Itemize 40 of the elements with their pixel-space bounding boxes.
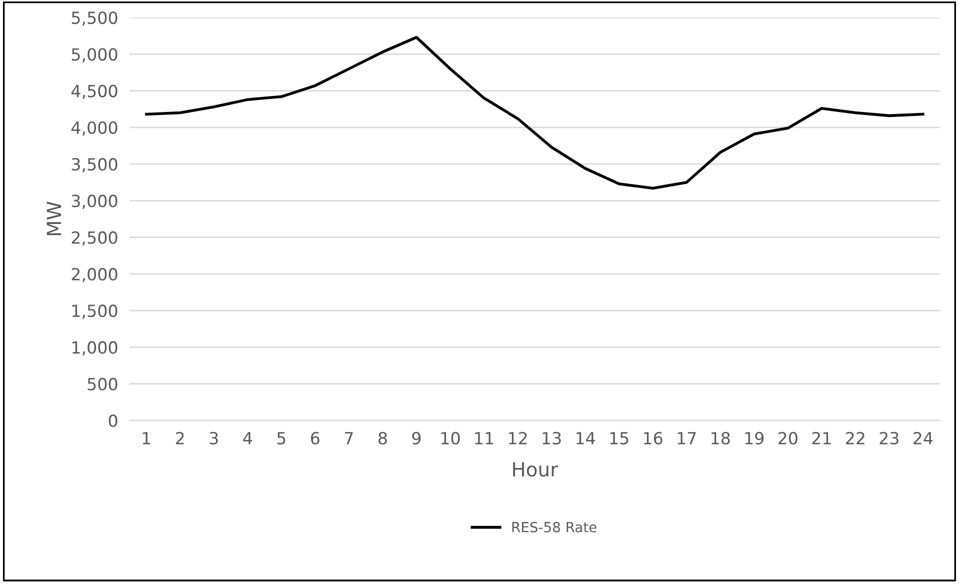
y-tick-label: 1,500 bbox=[72, 304, 118, 319]
y-tick-label: 2,000 bbox=[72, 268, 118, 282]
x-tick-label: 3 bbox=[210, 432, 218, 444]
x-tick-label: 5 bbox=[277, 432, 286, 444]
x-tick-label: 11 bbox=[475, 432, 494, 444]
y-tick-label: 3,000 bbox=[72, 194, 118, 209]
x-tick-label: 4 bbox=[243, 432, 252, 444]
legend-label: RES-58 Rate bbox=[512, 522, 596, 532]
x-tick-label: 12 bbox=[508, 432, 527, 444]
y-tick-label: 5,500 bbox=[72, 11, 118, 26]
x-tick-label: 17 bbox=[678, 432, 696, 444]
x-tick-label: 23 bbox=[880, 432, 898, 444]
x-tick-label: 13 bbox=[542, 432, 561, 444]
y-tick-label: 4,500 bbox=[71, 84, 118, 100]
x-tick-label: 8 bbox=[378, 432, 387, 444]
y-tick-label: 2,500 bbox=[72, 231, 118, 246]
x-tick-label: 14 bbox=[576, 432, 595, 444]
y-tick-label: 1,000 bbox=[72, 341, 118, 356]
x-tick-label: 7 bbox=[345, 432, 353, 444]
y-tick-label: 3,500 bbox=[72, 158, 118, 172]
x-tick-label: 18 bbox=[712, 432, 730, 444]
x-tick-label: 19 bbox=[745, 432, 764, 444]
x-tick-label: 2 bbox=[176, 432, 184, 444]
x-tick-label: 22 bbox=[846, 432, 864, 444]
y-axis-title: MW bbox=[46, 202, 62, 236]
x-tick-label: 20 bbox=[778, 432, 798, 444]
x-tick-label: 9 bbox=[412, 432, 421, 444]
line-series bbox=[144, 36, 924, 190]
x-tick-label: 1 bbox=[142, 432, 150, 444]
x-tick-label: 21 bbox=[812, 432, 831, 444]
y-tick-label: 4,000 bbox=[71, 121, 118, 136]
x-tick-label: 16 bbox=[644, 432, 662, 444]
x-tick-label: 10 bbox=[441, 432, 460, 444]
x-tick-label: 6 bbox=[311, 432, 320, 444]
y-tick-label: 0 bbox=[108, 414, 118, 428]
x-tick-label: 24 bbox=[914, 432, 933, 444]
x-tick-label: 15 bbox=[610, 432, 628, 444]
y-tick-label: 500 bbox=[88, 378, 118, 390]
x-axis-title: Hour bbox=[513, 462, 558, 477]
y-tick-label: 5,000 bbox=[72, 48, 118, 62]
